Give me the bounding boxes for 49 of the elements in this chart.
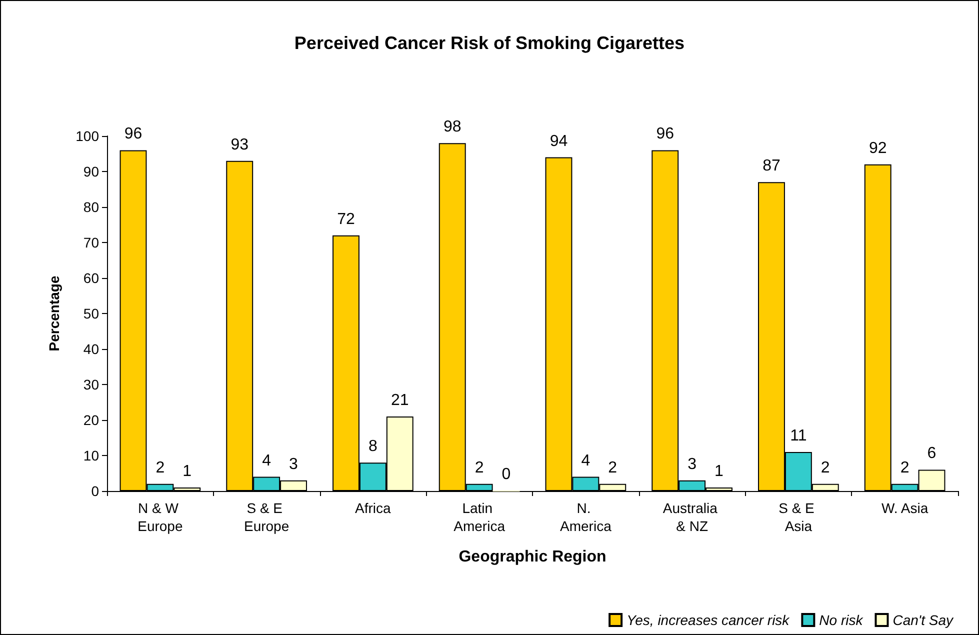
x-tick-label: W. Asia: [881, 500, 928, 516]
x-tick-label: N. America: [560, 500, 612, 534]
data-label: 4: [581, 452, 590, 470]
data-label: 1: [714, 462, 724, 480]
y-tick-label: 90: [83, 164, 100, 180]
data-label: 11: [790, 427, 807, 444]
x-tick-label: Latin America: [454, 500, 506, 534]
data-label: 2: [608, 459, 618, 476]
legend-label: No risk: [819, 612, 864, 628]
y-tick-label: 10: [83, 448, 100, 464]
y-tick-label: 20: [83, 412, 100, 428]
x-tick-label: S & E Asia: [778, 500, 818, 534]
data-label: 6: [927, 445, 936, 462]
x-tick-label: Africa: [355, 500, 392, 516]
data-label: 2: [820, 459, 830, 476]
data-label: 21: [390, 392, 409, 409]
data-label: 93: [230, 136, 249, 154]
data-label: 8: [368, 438, 378, 456]
x-tick-label: N & W Europe: [138, 500, 183, 534]
data-label: 0: [502, 466, 511, 483]
data-label: 98: [443, 118, 462, 136]
data-label: 94: [550, 132, 568, 150]
data-label: 92: [868, 140, 887, 157]
data-label: 96: [124, 126, 142, 143]
y-tick-label: 60: [83, 270, 100, 286]
y-tick-label: 0: [91, 483, 100, 499]
y-tick-label: 50: [83, 306, 100, 322]
chart-title: Perceived Cancer Risk of Smoking Cigarettes: [294, 33, 685, 53]
data-label: 2: [900, 459, 910, 476]
y-tick-label: 30: [83, 376, 100, 392]
y-tick-label: 80: [83, 199, 100, 215]
data-label: 72: [337, 210, 355, 228]
data-label: 4: [262, 452, 272, 470]
data-label: 1: [182, 462, 192, 480]
legend-label: Yes, increases cancer risk: [626, 612, 790, 628]
data-label: 87: [762, 158, 780, 175]
data-label: 96: [656, 126, 674, 143]
data-label: 3: [289, 456, 298, 473]
x-tick-label: S & E Europe: [244, 500, 290, 534]
y-tick-label: 40: [83, 341, 100, 357]
y-tick-label: 100: [76, 128, 100, 144]
x-tick-label: Australia & NZ: [662, 500, 722, 534]
data-label: 2: [474, 459, 484, 476]
data-label: 3: [688, 456, 697, 473]
y-tick-label: 70: [83, 234, 100, 250]
data-label: 2: [156, 459, 165, 476]
legend-label: Can't Say: [892, 612, 954, 628]
y-axis-title: Percentage: [46, 276, 62, 352]
x-axis-title: Geographic Region: [458, 548, 606, 566]
